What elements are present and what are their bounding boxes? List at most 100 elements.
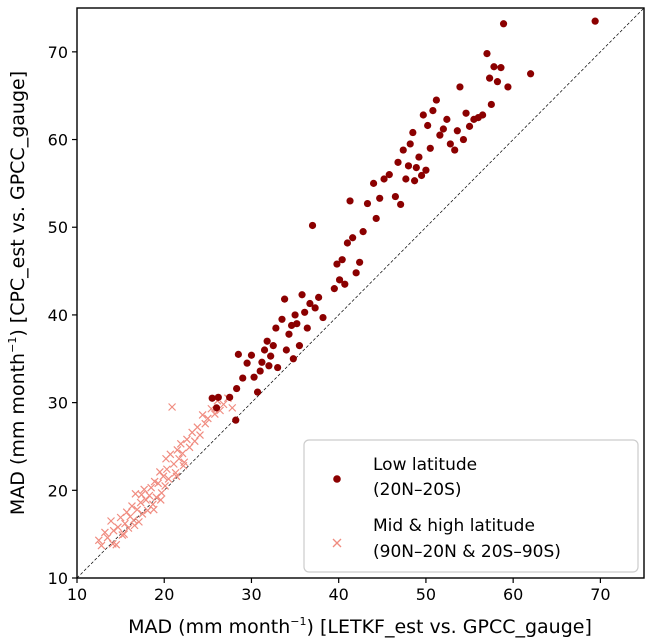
low-latitude-point (315, 293, 323, 301)
low-latitude-point (295, 342, 304, 350)
low-latitude-point (479, 111, 487, 119)
low-latitude-point (363, 199, 372, 208)
low-latitude-point (291, 311, 299, 319)
low-latitude-point (459, 135, 468, 144)
mid-high-latitude-point (149, 505, 158, 514)
low-latitude-point (263, 337, 271, 345)
low-latitude-point (422, 166, 430, 174)
low-latitude-point (319, 313, 327, 322)
low-latitude-point (260, 346, 269, 354)
low-latitude-point (432, 96, 440, 104)
low-latitude-point (239, 374, 247, 382)
low-latitude-point (256, 367, 264, 375)
x-tick-label: 40 (329, 585, 349, 604)
mid-high-latitude-point (130, 521, 139, 530)
mid-high-latitude-point (147, 483, 156, 492)
mid-high-latitude-point (185, 443, 194, 452)
low-latitude-point (282, 346, 290, 354)
y-tick-label: 60 (48, 131, 68, 150)
low-latitude-point (493, 78, 502, 86)
low-latitude-point (233, 384, 241, 393)
low-latitude-point (391, 192, 399, 201)
legend-label-mid-high-latitude-range: (90N–20N & 20S–90S) (373, 542, 561, 562)
mid-high-latitude-point (172, 472, 181, 481)
x-tick-label: 10 (67, 585, 87, 604)
mid-high-latitude-point (135, 517, 143, 526)
low-latitude-point (497, 64, 505, 72)
low-latitude-point (303, 324, 311, 332)
x-axis-ticks: 10 20 30 40 50 60 70 (67, 578, 611, 604)
low-latitude-point (486, 74, 494, 82)
low-latitude-point (265, 362, 273, 370)
mid-high-latitude-point (103, 533, 112, 542)
low-latitude-point (446, 140, 454, 148)
low-latitude-point (349, 234, 357, 242)
x-tick-label: 30 (241, 585, 261, 604)
mid-high-latitude-point (210, 410, 219, 418)
mid-high-latitude-point (176, 439, 185, 448)
mid-high-latitude-point (100, 528, 109, 537)
mid-high-latitude-point (108, 539, 117, 548)
low-latitude-point (429, 107, 437, 115)
identity-line (76, 7, 645, 579)
low-latitude-point (415, 153, 423, 161)
low-latitude-point (311, 304, 319, 312)
mid-high-latitude-point (155, 467, 164, 476)
low-latitude-point (281, 295, 289, 303)
mid-high-latitude-point (138, 510, 147, 518)
low-latitude-point (278, 315, 286, 323)
low-latitude-point (417, 171, 426, 180)
low-latitude-point (212, 404, 221, 412)
low-latitude-point (267, 352, 275, 360)
low-latitude-point (272, 324, 280, 332)
low-latitude-point (409, 128, 417, 137)
mid-high-latitude-point (178, 449, 187, 458)
mid-high-latitude-point (168, 403, 177, 411)
mid-high-latitude-point (162, 454, 170, 463)
low-latitude-point (343, 239, 352, 247)
mid-high-latitude-point (203, 414, 212, 423)
mid-high-latitude-point (140, 485, 149, 494)
mid-high-latitude-point (94, 536, 103, 545)
low-latitude-point (397, 200, 405, 209)
mid-high-latitude-point (159, 472, 168, 481)
low-latitude-point (443, 115, 451, 123)
y-axis-ticks: 10 20 30 40 50 60 70 (48, 43, 77, 588)
low-latitude-point (306, 299, 314, 308)
low-latitude-point (487, 100, 495, 109)
legend-label-mid-high-latitude: Mid & high latitude (373, 516, 535, 536)
mid-high-latitude-point (196, 431, 204, 439)
low-latitude-point (426, 144, 434, 152)
low-latitude-point (402, 175, 410, 183)
mid-high-latitude-point (133, 505, 142, 514)
mid-high-latitude-point (164, 474, 173, 483)
x-tick-label: 50 (416, 585, 436, 604)
low-latitude-point (591, 17, 599, 25)
mid-high-latitude-point (136, 498, 145, 507)
low-latitude-point (341, 280, 349, 288)
plot-frame (76, 7, 645, 579)
low-latitude-point (406, 140, 414, 148)
mid-high-latitude-point (137, 490, 146, 499)
x-axis-label: MAD (mm month−1) [LETKF_est vs. GPCC_gau… (128, 615, 592, 638)
mid-high-latitude-point (109, 526, 118, 535)
legend-marker-low-latitude (333, 475, 341, 483)
low-latitude-point (527, 70, 535, 78)
y-axis-label: MAD (mm month−1) [CPC_est vs. GPCC_gauge… (6, 71, 29, 515)
mid-high-latitude-point (219, 400, 228, 409)
low-latitude-point (214, 393, 222, 401)
low-latitude-point (385, 171, 393, 179)
low-latitude-point (346, 197, 354, 205)
low-latitude-point (232, 416, 240, 424)
y-tick-label: 70 (48, 43, 68, 62)
low-latitude-point (404, 162, 413, 170)
low-latitude-point (274, 363, 282, 372)
low-latitude-point (308, 221, 317, 230)
y-tick-label: 20 (48, 481, 68, 500)
low-latitude-point (453, 127, 461, 135)
low-latitude-point (234, 350, 242, 358)
low-latitude-point (465, 122, 474, 130)
low-latitude-point (226, 393, 234, 401)
mid-high-latitude-point (157, 489, 166, 497)
mid-high-latitude-point (179, 461, 188, 470)
